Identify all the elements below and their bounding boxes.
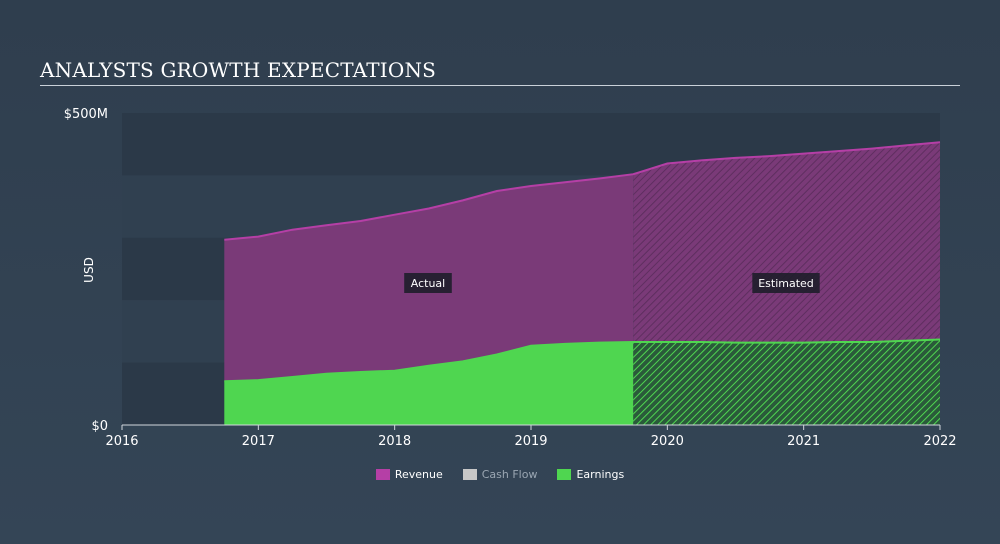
x-tick-label: 2019 xyxy=(514,434,547,449)
legend-swatch-earnings xyxy=(557,469,572,480)
title-divider xyxy=(40,85,960,86)
revenue-area-estimated xyxy=(633,142,940,343)
earnings-area-actual xyxy=(224,342,634,425)
series-lines xyxy=(224,141,941,383)
page-title: ANALYSTS GROWTH EXPECTATIONS xyxy=(40,58,437,82)
earnings-line xyxy=(224,338,941,383)
x-tick-label: 2018 xyxy=(378,434,411,449)
legend: Revenue Cash Flow Earnings xyxy=(0,468,1000,481)
x-tick-label: 2016 xyxy=(105,434,138,449)
actual-label-bg xyxy=(404,273,452,293)
legend-label-earnings: Earnings xyxy=(576,468,625,481)
y-tick-label: $0 xyxy=(91,419,108,434)
estimated-label: Estimated xyxy=(758,277,814,290)
estimated-label-bg xyxy=(752,273,820,293)
legend-swatch-revenue xyxy=(375,469,390,480)
x-tick-label: 2017 xyxy=(242,434,275,449)
legend-swatch-cashflow xyxy=(462,469,477,480)
region-labels: Actual Estimated xyxy=(404,273,820,293)
x-tick-label: 2021 xyxy=(787,434,820,449)
legend-item-earnings[interactable]: Earnings xyxy=(557,468,624,481)
revenue-line xyxy=(224,141,941,241)
y-tick-label: $500M xyxy=(64,107,108,122)
y-axis-label: USD xyxy=(82,257,96,283)
legend-item-cashflow[interactable]: Cash Flow xyxy=(462,468,538,481)
x-tick-label: 2022 xyxy=(923,434,956,449)
legend-label-revenue: Revenue xyxy=(394,468,443,481)
x-tick-label: 2020 xyxy=(651,434,684,449)
actual-label: Actual xyxy=(411,277,445,290)
earnings-area-estimated xyxy=(633,339,940,425)
legend-item-revenue[interactable]: Revenue xyxy=(375,468,443,481)
axes: 2016 2017 2018 2019 2020 2021 2022 $0 $500M USD xyxy=(64,107,957,449)
legend-label-cashflow: Cash Flow xyxy=(481,468,538,481)
